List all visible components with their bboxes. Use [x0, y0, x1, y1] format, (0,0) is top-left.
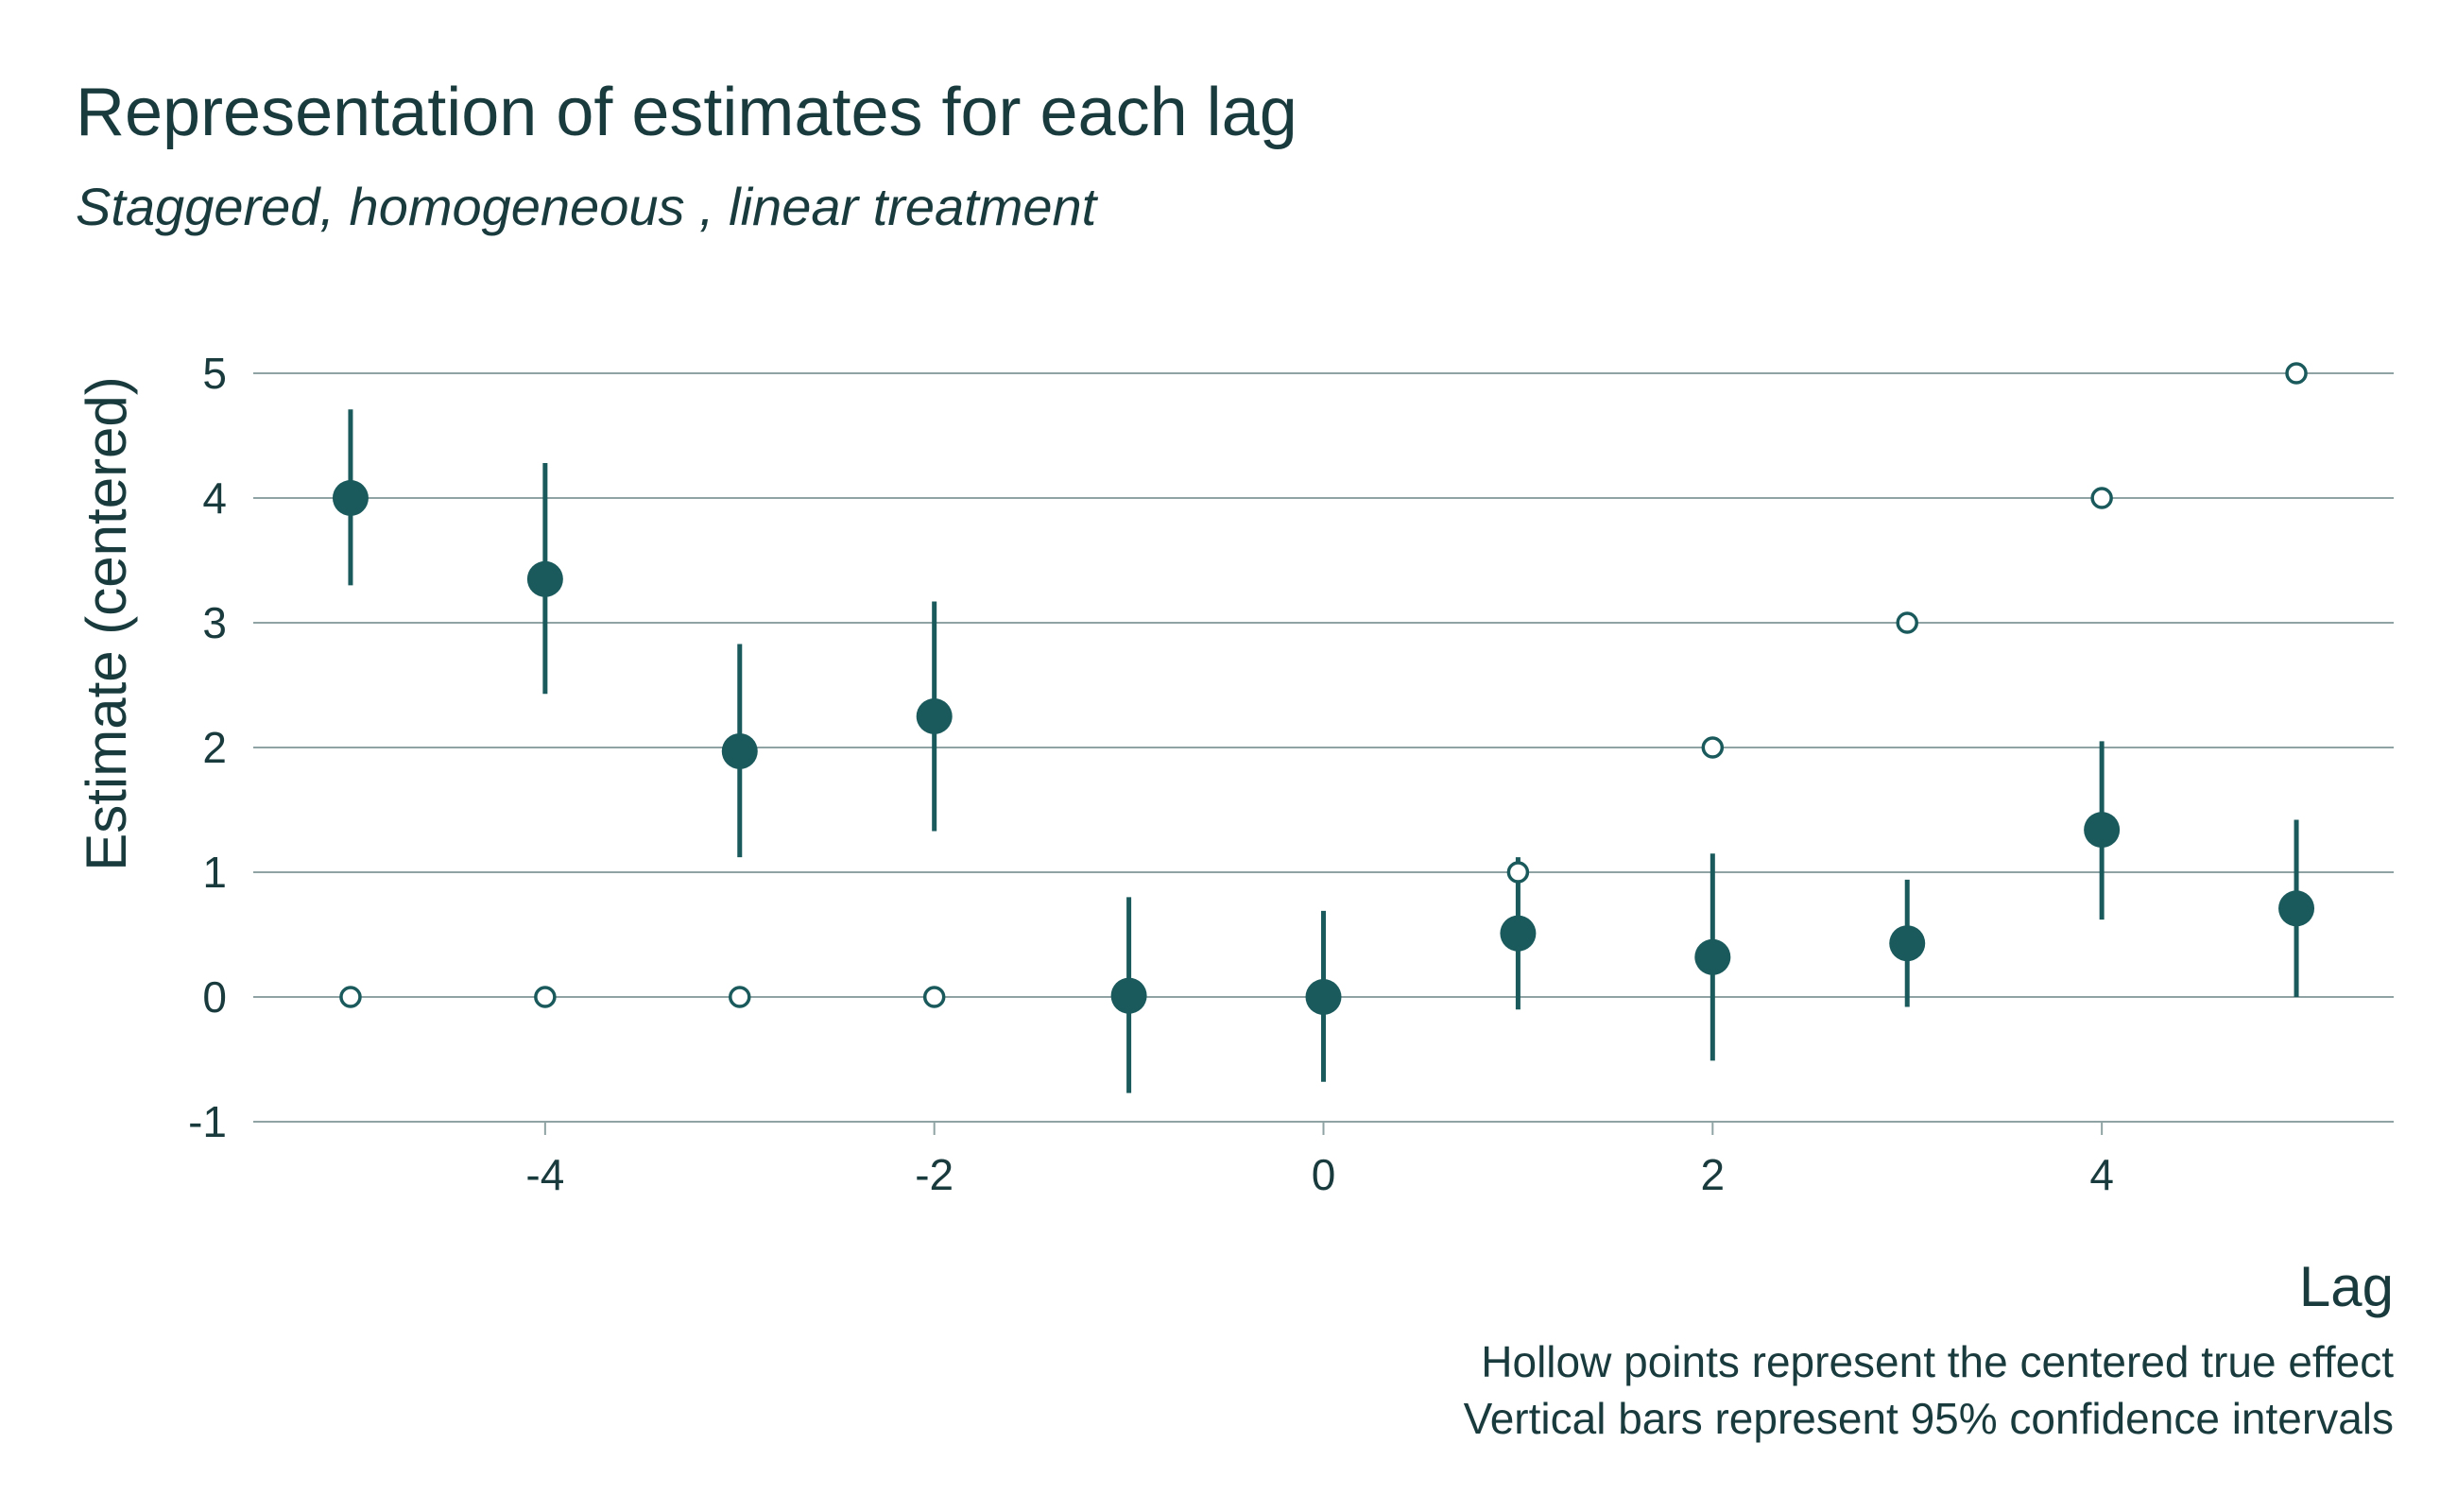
y-tick-label: 5 — [202, 349, 227, 398]
x-tick-label: 2 — [1701, 1150, 1726, 1199]
y-tick-label: 0 — [202, 972, 227, 1022]
estimate-point — [1500, 915, 1537, 952]
x-axis-title: Lag — [2299, 1255, 2394, 1318]
true-effect-point — [2285, 362, 2308, 385]
true-effect-point — [729, 986, 751, 1008]
chart-title: Representation of estimates for each lag — [76, 75, 1297, 150]
gridlines — [253, 372, 2394, 1123]
chart-subtitle: Staggered, homogeneous , linear treatmen… — [76, 177, 1099, 236]
y-axis: -1 0 1 2 3 4 5 — [188, 349, 227, 1146]
estimate-point — [2278, 890, 2315, 927]
y-axis-title: Estimate (centered) — [75, 376, 138, 871]
estimate-point — [332, 480, 369, 516]
estimate-point — [1305, 979, 1342, 1015]
caption-line-2: Vertical bars represent 95% confidence i… — [1464, 1394, 2394, 1443]
estimate-point — [1889, 925, 1926, 962]
true-effect-points — [339, 362, 2308, 1008]
x-axis: -4 -2 0 2 4 — [525, 1122, 2114, 1199]
true-effect-point — [339, 986, 362, 1008]
true-effect-point — [1506, 861, 1530, 884]
true-effect-point — [922, 986, 946, 1008]
true-effect-point — [1896, 611, 1918, 634]
estimate-point — [721, 732, 758, 769]
true-effect-point — [2090, 487, 2113, 509]
true-effect-point — [1701, 736, 1725, 759]
x-tick-label: 4 — [2089, 1150, 2114, 1199]
estimate-point — [1110, 977, 1147, 1014]
caption-line-1: Hollow points represent the centered tru… — [1481, 1337, 2394, 1386]
estimate-point — [2084, 812, 2121, 849]
x-tick-label: -4 — [525, 1150, 564, 1199]
estimate-point — [916, 698, 953, 734]
estimate-points — [332, 480, 2315, 1015]
y-tick-label: -1 — [188, 1097, 227, 1146]
y-tick-label: 4 — [202, 473, 227, 523]
y-tick-label: 3 — [202, 598, 227, 647]
y-tick-label: 2 — [202, 723, 227, 772]
y-tick-label: 1 — [202, 848, 227, 897]
estimate-point — [1694, 938, 1731, 975]
estimate-point — [526, 560, 563, 597]
x-tick-label: -2 — [915, 1150, 954, 1199]
true-effect-point — [534, 986, 557, 1008]
x-tick-label: 0 — [1312, 1150, 1336, 1199]
